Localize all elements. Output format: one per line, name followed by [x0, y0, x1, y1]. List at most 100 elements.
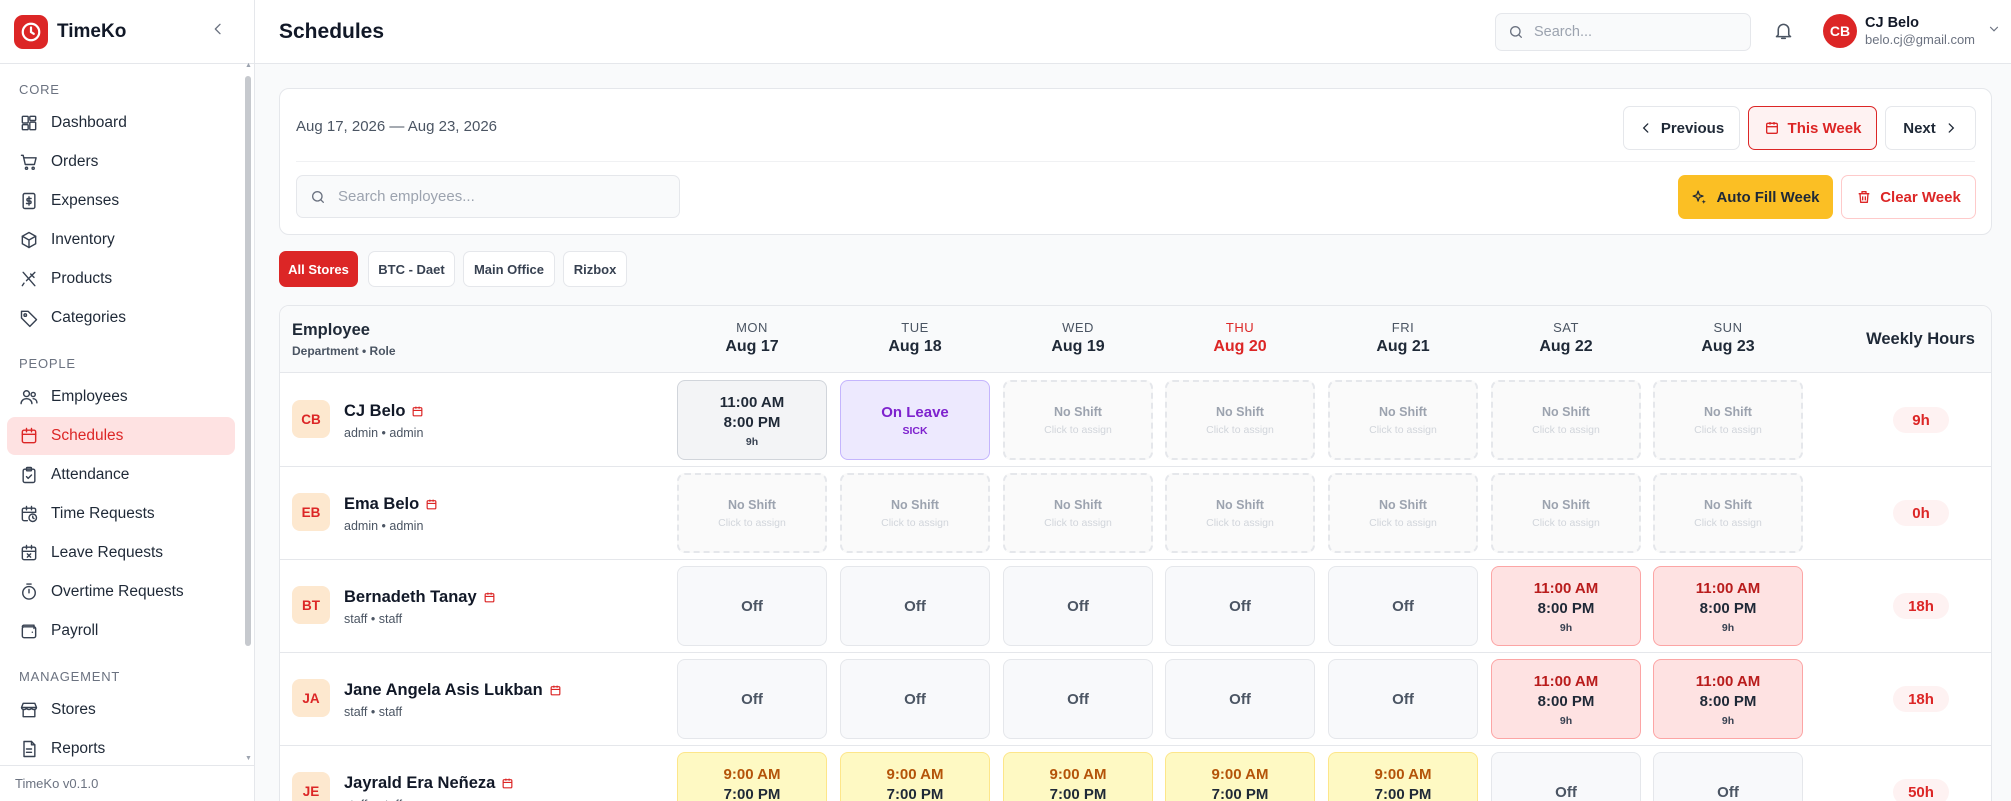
- next-week-button[interactable]: Next: [1885, 106, 1976, 150]
- sidebar-item-leave-requests[interactable]: Leave Requests: [7, 534, 235, 572]
- store-filter-btc-daet[interactable]: BTC - Daet: [368, 251, 455, 287]
- employee-avatar: CB: [292, 400, 330, 438]
- schedule-cell-off[interactable]: Off: [840, 566, 990, 646]
- employee-name[interactable]: Jane Angela Asis Lukban: [344, 681, 543, 699]
- sidebar-scrollbar[interactable]: ▲ ▼: [244, 62, 252, 762]
- schedule-cell-off[interactable]: Off: [1165, 659, 1315, 739]
- store-filter-all-stores[interactable]: All Stores: [279, 251, 358, 287]
- sidebar-item-attendance[interactable]: Attendance: [7, 456, 235, 494]
- employee-name[interactable]: Ema Belo: [344, 495, 420, 513]
- schedule-cell-no-shift[interactable]: No Shift Click to assign: [840, 473, 990, 553]
- scroll-up-arrow-icon[interactable]: ▲: [245, 62, 252, 69]
- schedule-cell-no-shift[interactable]: No Shift Click to assign: [1491, 380, 1641, 460]
- schedule-cell-off[interactable]: Off: [1328, 566, 1478, 646]
- schedule-cell-no-shift[interactable]: No Shift Click to assign: [1328, 380, 1478, 460]
- schedule-cell-shift[interactable]: 9:00 AM7:00 PM10h: [840, 752, 990, 801]
- employee-name[interactable]: Jayrald Era Neñeza: [344, 774, 496, 792]
- schedule-cell-shift[interactable]: 11:00 AM 8:00 PM 9h: [677, 380, 827, 460]
- schedule-cell-off[interactable]: Off: [1491, 752, 1641, 801]
- schedule-cell-shift[interactable]: 11:00 AM 8:00 PM 9h: [1491, 566, 1641, 646]
- sidebar-item-label: Time Requests: [51, 505, 155, 522]
- sidebar-item-schedules[interactable]: Schedules: [7, 417, 235, 455]
- employee-name-wrap[interactable]: Jane Angela Asis Lukban: [344, 681, 562, 700]
- schedule-cell-no-shift[interactable]: No Shift Click to assign: [1003, 473, 1153, 553]
- notifications-bell-icon[interactable]: [1773, 20, 1794, 46]
- sidebar-item-dashboard[interactable]: Dashboard: [7, 104, 235, 142]
- previous-week-button[interactable]: Previous: [1623, 106, 1740, 150]
- sidebar-item-overtime-requests[interactable]: Overtime Requests: [7, 573, 235, 611]
- day-date: Aug 20: [1213, 338, 1267, 355]
- calendar-icon[interactable]: [411, 405, 424, 418]
- employee-name-wrap[interactable]: CJ Belo: [344, 402, 424, 421]
- chevron-right-icon: [1948, 123, 1954, 133]
- wallet-icon: [19, 621, 51, 641]
- global-search-input[interactable]: Search...: [1495, 13, 1751, 51]
- clear-week-button[interactable]: Clear Week: [1841, 175, 1976, 219]
- sidebar-item-categories[interactable]: Categories: [7, 299, 235, 337]
- employee-search-input[interactable]: Search employees...: [296, 175, 680, 218]
- schedule-cell-no-shift[interactable]: No Shift Click to assign: [1653, 380, 1803, 460]
- schedule-cell-off[interactable]: Off: [1003, 566, 1153, 646]
- sidebar-item-reports[interactable]: Reports: [7, 730, 235, 765]
- schedule-cell-shift[interactable]: 9:00 AM7:00 PM10h: [1328, 752, 1478, 801]
- employee-name[interactable]: CJ Belo: [344, 402, 406, 420]
- sidebar-item-stores[interactable]: Stores: [7, 691, 235, 729]
- week-controls-card: Aug 17, 2026 — Aug 23, 2026 Previous Thi…: [279, 88, 1992, 235]
- schedule-cell-no-shift[interactable]: No Shift Click to assign: [1328, 473, 1478, 553]
- schedule-cell-no-shift[interactable]: No Shift Click to assign: [1165, 473, 1315, 553]
- schedule-cell-no-shift[interactable]: No Shift Click to assign: [1491, 473, 1641, 553]
- schedule-cell-off[interactable]: Off: [677, 659, 827, 739]
- schedule-cell-no-shift[interactable]: No Shift Click to assign: [1653, 473, 1803, 553]
- schedule-cell-off[interactable]: Off: [1003, 659, 1153, 739]
- click-to-assign-hint: Click to assign: [718, 516, 786, 529]
- employee-name-wrap[interactable]: Bernadeth Tanay: [344, 588, 496, 607]
- schedule-cell-shift[interactable]: 9:00 AM7:00 PM10h: [1003, 752, 1153, 801]
- schedule-cell-off[interactable]: Off: [1328, 659, 1478, 739]
- scroll-down-arrow-icon[interactable]: ▼: [245, 755, 252, 762]
- sidebar-item-time-requests[interactable]: Time Requests: [7, 495, 235, 533]
- schedule-cell-shift[interactable]: 9:00 AM7:00 PM10h: [677, 752, 827, 801]
- schedule-cell-shift[interactable]: 11:00 AM 8:00 PM 9h: [1653, 659, 1803, 739]
- employee-name-wrap[interactable]: Ema Belo: [344, 495, 438, 514]
- user-menu[interactable]: CB CJ Belo belo.cj@gmail.com: [1823, 14, 2001, 48]
- shift-end: 8:00 PM: [1537, 599, 1595, 617]
- calendar-icon[interactable]: [501, 777, 514, 790]
- day-column-header: SUN Aug 23: [1653, 320, 1803, 356]
- schedule-cell-shift[interactable]: 9:00 AM7:00 PM10h: [1165, 752, 1315, 801]
- click-to-assign-hint: Click to assign: [1044, 423, 1112, 436]
- schedule-cell-no-shift[interactable]: No Shift Click to assign: [1003, 380, 1153, 460]
- no-shift-label: No Shift: [1379, 404, 1427, 419]
- calendar-icon[interactable]: [549, 684, 562, 697]
- this-week-button[interactable]: This Week: [1748, 106, 1877, 150]
- utensils-icon: [19, 269, 51, 289]
- schedule-cell-off[interactable]: Off: [1653, 752, 1803, 801]
- schedule-cell-shift[interactable]: 11:00 AM 8:00 PM 9h: [1653, 566, 1803, 646]
- schedule-cell-leave[interactable]: On Leave SICK: [840, 380, 990, 460]
- auto-fill-week-button[interactable]: Auto Fill Week: [1678, 175, 1833, 219]
- employee-name-wrap[interactable]: Jayrald Era Neñeza: [344, 774, 514, 793]
- collapse-sidebar-icon[interactable]: [210, 21, 226, 42]
- chevron-down-icon[interactable]: [1987, 22, 2001, 41]
- schedule-cell-off[interactable]: Off: [840, 659, 990, 739]
- store-filter-main-office[interactable]: Main Office: [463, 251, 555, 287]
- calendar-icon[interactable]: [425, 498, 438, 511]
- schedule-cell-off[interactable]: Off: [677, 566, 827, 646]
- sidebar-item-inventory[interactable]: Inventory: [7, 221, 235, 259]
- shift-start: 11:00 AM: [1533, 672, 1599, 690]
- sidebar-item-employees[interactable]: Employees: [7, 378, 235, 416]
- schedule-cell-shift[interactable]: 11:00 AM 8:00 PM 9h: [1491, 659, 1641, 739]
- sidebar-item-payroll[interactable]: Payroll: [7, 612, 235, 650]
- store-filter-rizbox[interactable]: Rizbox: [563, 251, 627, 287]
- previous-week-label: Previous: [1660, 119, 1725, 137]
- no-shift-label: No Shift: [1704, 404, 1752, 419]
- avatar[interactable]: CB: [1823, 14, 1857, 48]
- sidebar-item-expenses[interactable]: Expenses: [7, 182, 235, 220]
- employee-name[interactable]: Bernadeth Tanay: [344, 588, 477, 606]
- sidebar-item-products[interactable]: Products: [7, 260, 235, 298]
- calendar-icon[interactable]: [483, 591, 496, 604]
- sidebar-scroll-thumb[interactable]: [245, 76, 251, 646]
- schedule-cell-no-shift[interactable]: No Shift Click to assign: [677, 473, 827, 553]
- sidebar-item-orders[interactable]: Orders: [7, 143, 235, 181]
- schedule-cell-off[interactable]: Off: [1165, 566, 1315, 646]
- schedule-cell-no-shift[interactable]: No Shift Click to assign: [1165, 380, 1315, 460]
